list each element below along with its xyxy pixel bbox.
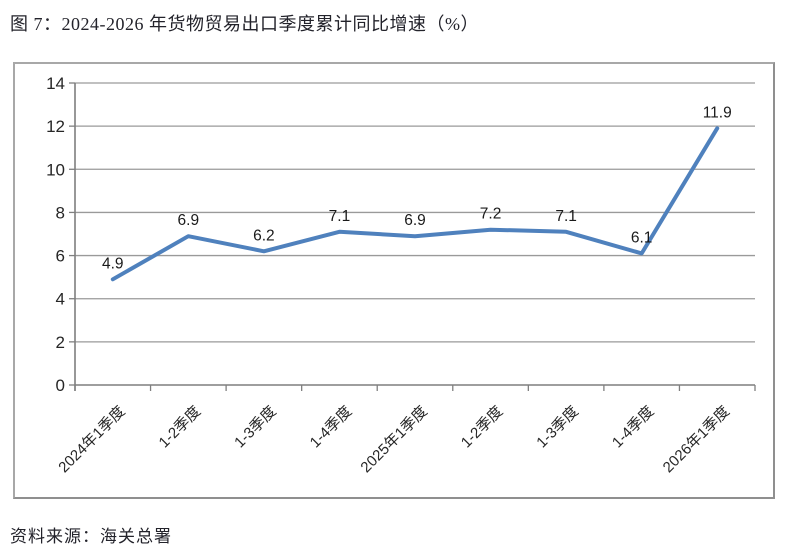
data-label: 7.1 <box>555 208 577 225</box>
chart-frame: 0 2 4 6 8 10 12 14 4.9 6.9 6.2 7.1 6.9 7.2 7.1 6.1 11.9 2… <box>13 62 775 499</box>
y-tick-label: 8 <box>56 203 65 222</box>
y-tick-label: 10 <box>46 160 65 179</box>
y-tick-label: 14 <box>46 74 65 93</box>
data-label: 6.9 <box>178 212 200 229</box>
series-line <box>110 126 720 282</box>
y-tick-label: 6 <box>56 247 65 266</box>
figure-title: 图 7：2024-2026 年货物贸易出口季度累计同比增速（%） <box>10 14 479 34</box>
x-category-label: 1-2季度 <box>156 403 205 452</box>
data-label: 4.9 <box>102 255 124 272</box>
data-label: 6.2 <box>253 227 275 244</box>
line-chart: 0 2 4 6 8 10 12 14 4.9 6.9 6.2 7.1 6.9 7.2 7.1 6.1 11.9 2… <box>46 74 756 476</box>
data-label: 6.9 <box>404 212 426 229</box>
y-tick-label: 12 <box>46 117 65 136</box>
data-label: 11.9 <box>703 104 732 121</box>
y-tick-label: 4 <box>56 290 65 309</box>
y-tick-label: 0 <box>56 376 65 395</box>
x-category-label: 1-3季度 <box>231 403 280 452</box>
data-label: 6.1 <box>631 229 653 246</box>
x-category-label: 2024年1季度 <box>55 403 128 476</box>
data-label: 7.2 <box>480 206 502 223</box>
x-category-label: 1-2季度 <box>458 403 507 452</box>
source-note: 资料来源：海关总署 <box>10 527 172 546</box>
x-category-label: 2025年1季度 <box>357 403 430 476</box>
x-category-label: 1-3季度 <box>533 403 582 452</box>
x-category-label: 2026年1季度 <box>660 403 733 476</box>
data-label: 7.1 <box>329 208 351 225</box>
x-category-label: 1-4季度 <box>307 403 356 452</box>
x-category-label: 1-4季度 <box>609 403 658 452</box>
y-tick-label: 2 <box>56 333 65 352</box>
